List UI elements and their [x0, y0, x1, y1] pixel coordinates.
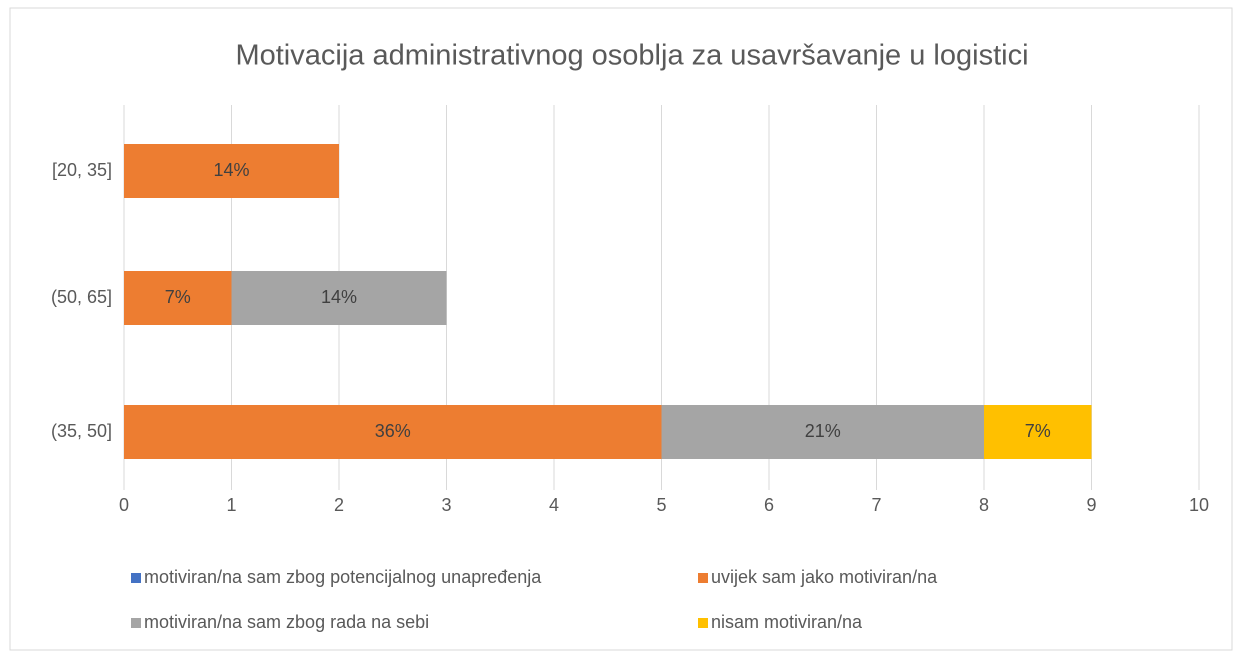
data-label: 7% — [165, 287, 191, 307]
x-tick-label: 1 — [226, 495, 236, 515]
data-label: 21% — [805, 421, 841, 441]
chart-title: Motivacija administrativnog osoblja za u… — [235, 40, 1028, 72]
bar-segment — [661, 405, 984, 459]
x-tick-label: 9 — [1086, 495, 1096, 515]
chart-border — [9, 7, 1233, 651]
y-tick-label: (50, 65] — [51, 287, 112, 307]
x-tick-label: 4 — [549, 495, 559, 515]
x-tick-label: 8 — [979, 495, 989, 515]
x-tick-label: 2 — [334, 495, 344, 515]
bar-segment — [124, 405, 662, 459]
data-label: 14% — [213, 160, 249, 180]
legend-label: motiviran/na sam zbog potencijalnog unap… — [144, 567, 542, 587]
bar-segment — [124, 271, 232, 325]
x-tick-label: 5 — [656, 495, 666, 515]
y-tick-label: [20, 35] — [52, 160, 112, 180]
legend-label: motiviran/na sam zbog rada na sebi — [144, 612, 429, 632]
x-tick-label: 3 — [441, 495, 451, 515]
bar-segment — [984, 405, 1092, 459]
legend-swatch — [698, 573, 708, 583]
y-tick-label: (35, 50] — [51, 421, 112, 441]
legend-label: nisam motiviran/na — [711, 612, 863, 632]
legend-label: uvijek sam jako motiviran/na — [711, 567, 938, 587]
x-tick-label: 6 — [764, 495, 774, 515]
legend-swatch — [698, 618, 708, 628]
data-label: 14% — [321, 287, 357, 307]
data-label: 7% — [1025, 421, 1051, 441]
x-tick-label: 0 — [119, 495, 129, 515]
bar-segment — [231, 271, 447, 325]
legend-swatch — [131, 618, 141, 628]
data-label: 36% — [375, 421, 411, 441]
bar-segment — [124, 144, 339, 198]
legend-swatch — [131, 573, 141, 583]
x-tick-label: 10 — [1189, 495, 1209, 515]
x-tick-label: 7 — [871, 495, 881, 515]
